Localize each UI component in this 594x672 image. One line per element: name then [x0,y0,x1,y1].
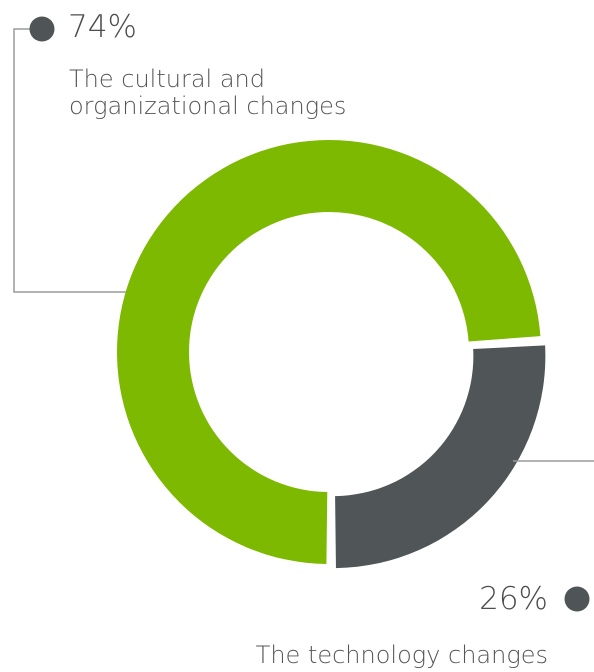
percent-label-technology: 26% [479,581,548,617]
marker-dot-cultural [29,16,55,42]
leader-line-cultural [13,28,126,293]
slice-label-cultural-line-2: organizational changes [69,92,347,120]
slices-layer [116,139,546,569]
slice-technology [335,345,546,569]
slice-label-technology-line-1: The technology changes [255,641,548,669]
slice-label-cultural: The cultural and organizational changes [69,66,346,120]
leader-layer [13,16,594,612]
slice-label-cultural-line-1: The cultural and [69,65,265,93]
marker-dot-technology [564,586,590,612]
slice-cultural [116,139,541,564]
percent-label-cultural: 74% [68,9,137,45]
slice-label-technology: The technology changes [256,642,548,669]
